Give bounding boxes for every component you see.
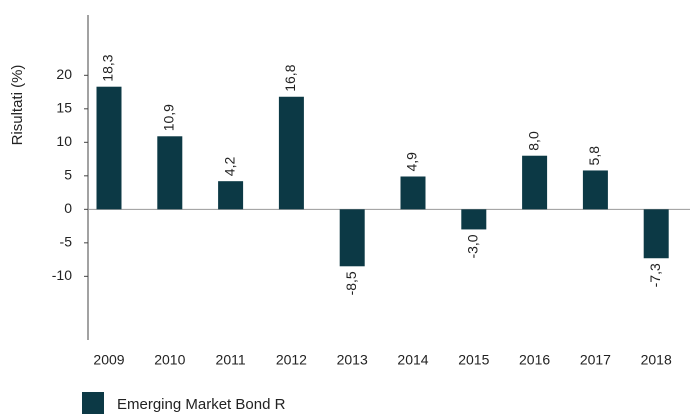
value-label: 8,0 bbox=[525, 131, 541, 151]
value-label: -7,3 bbox=[647, 263, 663, 287]
y-tick-label: -10 bbox=[52, 267, 72, 283]
value-label: 10,9 bbox=[161, 104, 177, 131]
x-tick-label: 2009 bbox=[93, 352, 124, 368]
x-tick-label: 2015 bbox=[458, 352, 489, 368]
bar bbox=[218, 181, 244, 210]
x-tick-label: 2014 bbox=[397, 352, 428, 368]
value-label: 18,3 bbox=[100, 54, 116, 81]
value-label: 4,9 bbox=[404, 152, 420, 172]
value-label: 16,8 bbox=[282, 64, 298, 91]
bar bbox=[643, 209, 669, 259]
y-tick-label: 10 bbox=[56, 133, 72, 149]
bar bbox=[522, 155, 548, 210]
bar bbox=[461, 209, 487, 230]
x-tick-label: 2011 bbox=[216, 352, 246, 368]
y-tick-label: 5 bbox=[64, 167, 72, 183]
y-tick-label: 0 bbox=[64, 200, 72, 216]
bar bbox=[339, 209, 365, 267]
x-tick-label: 2010 bbox=[154, 352, 185, 368]
y-tick-label: -5 bbox=[60, 234, 73, 250]
x-tick-label: 2013 bbox=[337, 352, 368, 368]
x-tick-label: 2017 bbox=[580, 352, 611, 368]
y-axis-label: Risultati (%) bbox=[9, 65, 26, 146]
bar bbox=[96, 86, 122, 210]
value-label: -8,5 bbox=[343, 271, 359, 295]
bar bbox=[157, 136, 183, 210]
legend-swatch bbox=[82, 392, 104, 414]
y-tick-label: 20 bbox=[56, 66, 72, 82]
x-tick-label: 2018 bbox=[641, 352, 672, 368]
bar bbox=[400, 176, 426, 210]
value-label: 4,2 bbox=[221, 157, 237, 177]
x-tick-label: 2016 bbox=[519, 352, 550, 368]
bar bbox=[582, 170, 608, 210]
x-tick-label: 2012 bbox=[276, 352, 307, 368]
value-label: 5,8 bbox=[586, 146, 602, 166]
value-label: -3,0 bbox=[465, 234, 481, 258]
y-tick-label: 15 bbox=[56, 100, 72, 116]
legend-label: Emerging Market Bond R bbox=[117, 396, 286, 413]
bar bbox=[278, 96, 304, 210]
